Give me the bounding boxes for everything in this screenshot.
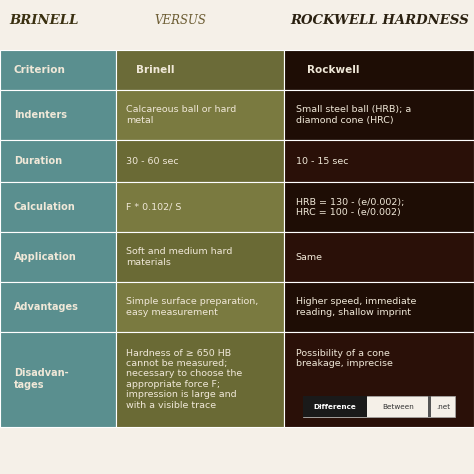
Text: Indenters: Indenters xyxy=(14,110,67,120)
Text: Calcareous ball or hard
metal: Calcareous ball or hard metal xyxy=(126,105,237,125)
Bar xyxy=(0,90,116,140)
Bar xyxy=(284,332,474,427)
Bar xyxy=(0,282,116,332)
Bar xyxy=(428,396,431,417)
Text: Difference: Difference xyxy=(314,404,356,410)
Text: Possibility of a cone
breakage, imprecise: Possibility of a cone breakage, imprecis… xyxy=(296,349,392,368)
Bar xyxy=(116,140,284,182)
Text: BRINELL: BRINELL xyxy=(9,14,79,27)
Bar xyxy=(284,50,474,90)
Text: Small steel ball (HRB); a
diamond cone (HRC): Small steel ball (HRB); a diamond cone (… xyxy=(296,105,411,125)
Bar xyxy=(0,182,116,232)
Text: ROCKWELL HARDNESS: ROCKWELL HARDNESS xyxy=(291,14,469,27)
Text: .net: .net xyxy=(436,404,450,410)
Text: Same: Same xyxy=(296,253,323,262)
Text: F * 0.102/ S: F * 0.102/ S xyxy=(126,203,182,212)
Bar xyxy=(116,282,284,332)
Bar xyxy=(0,232,116,282)
Bar xyxy=(0,140,116,182)
Bar xyxy=(303,396,455,417)
Text: Rockwell: Rockwell xyxy=(307,65,360,75)
Bar xyxy=(284,90,474,140)
Text: Brinell: Brinell xyxy=(137,65,175,75)
Bar xyxy=(303,396,367,417)
Text: 30 - 60 sec: 30 - 60 sec xyxy=(126,157,179,165)
Text: HRB = 130 - (e/0.002);
HRC = 100 - (e/0.002): HRB = 130 - (e/0.002); HRC = 100 - (e/0.… xyxy=(296,198,404,217)
Text: VERSUS: VERSUS xyxy=(154,14,206,27)
Text: Simple surface preparation,
easy measurement: Simple surface preparation, easy measure… xyxy=(126,297,258,317)
Text: Criterion: Criterion xyxy=(14,65,66,75)
Text: Higher speed, immediate
reading, shallow imprint: Higher speed, immediate reading, shallow… xyxy=(296,297,416,317)
Bar xyxy=(284,282,474,332)
Bar xyxy=(116,50,284,90)
Bar xyxy=(116,332,284,427)
Text: Application: Application xyxy=(14,252,77,262)
Text: Hardness of ≥ 650 HB
cannot be measured;
necessary to choose the
appropriate for: Hardness of ≥ 650 HB cannot be measured;… xyxy=(126,349,243,410)
Text: Disadvan-
tages: Disadvan- tages xyxy=(14,368,69,390)
Bar xyxy=(0,332,116,427)
Bar xyxy=(284,182,474,232)
Bar xyxy=(116,182,284,232)
Bar xyxy=(284,140,474,182)
Text: Calculation: Calculation xyxy=(14,202,76,212)
Text: Duration: Duration xyxy=(14,156,62,166)
Text: Between: Between xyxy=(382,404,414,410)
Text: 10 - 15 sec: 10 - 15 sec xyxy=(296,157,348,165)
Text: Soft and medium hard
materials: Soft and medium hard materials xyxy=(126,247,233,267)
Bar xyxy=(0,50,116,90)
Bar xyxy=(284,232,474,282)
Bar xyxy=(116,232,284,282)
Text: Advantages: Advantages xyxy=(14,302,79,312)
Bar xyxy=(116,90,284,140)
